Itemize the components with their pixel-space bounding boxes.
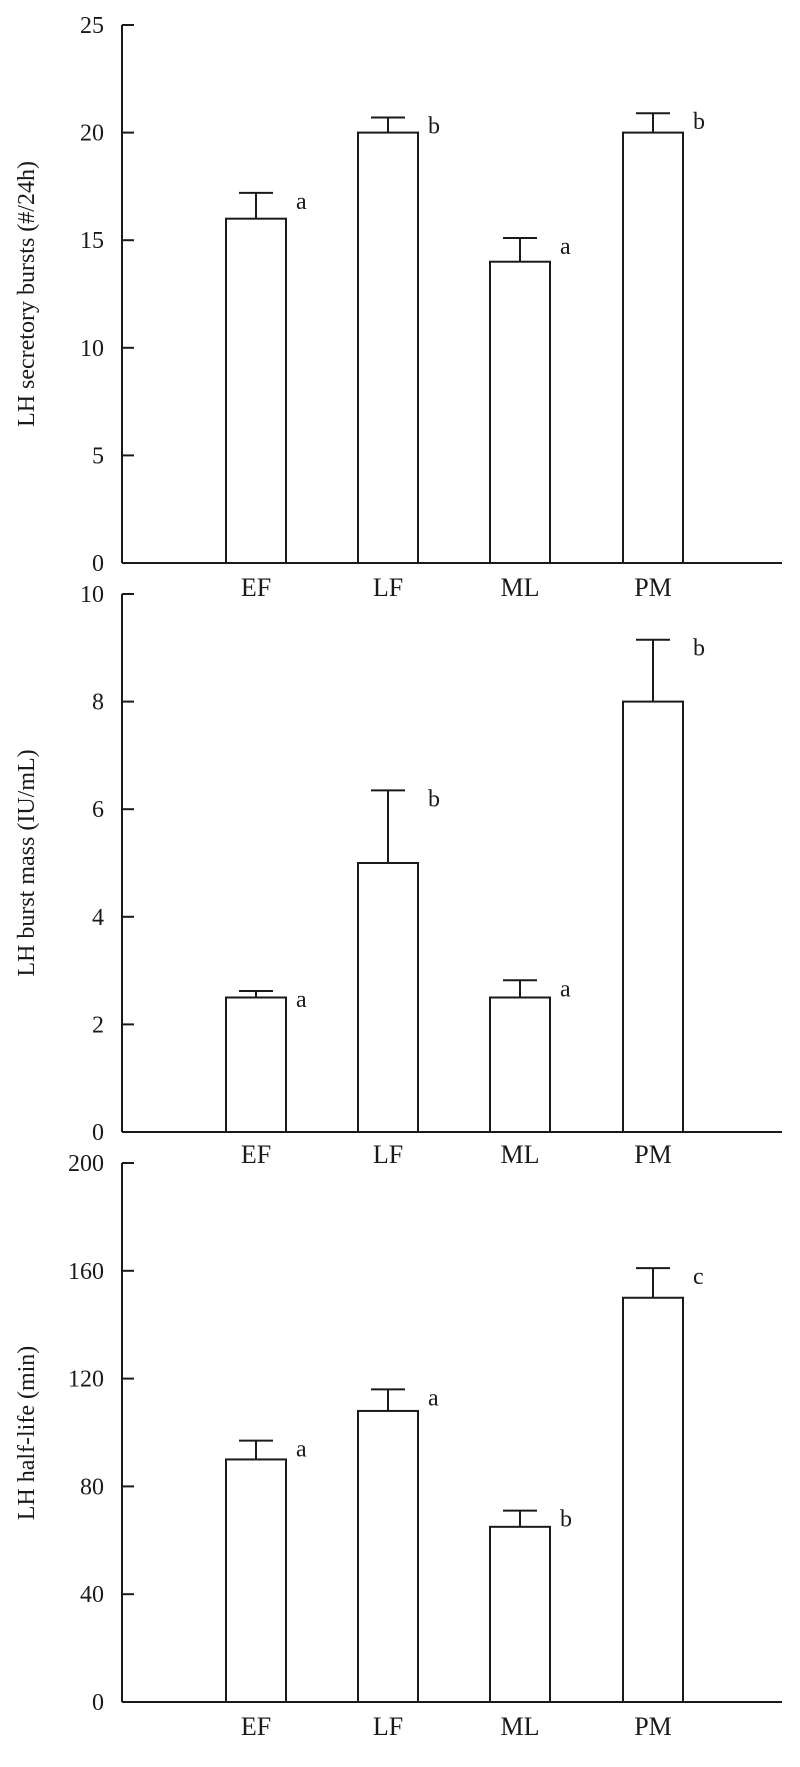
y-axis-title: LH half-life (min)	[14, 1346, 40, 1521]
bar-ml	[489, 1525, 551, 1703]
y-tick-label: 0	[92, 551, 104, 577]
category-label: ML	[501, 1140, 540, 1169]
bar-pm	[622, 1296, 684, 1703]
category-label: ML	[501, 573, 540, 602]
y-axis-title: LH secretory bursts (#/24h)	[14, 161, 40, 427]
y-tick-label: 5	[92, 443, 104, 469]
panel-lh-burst-mass: 0 2 4 6 8 10 LH burst mass (IU/mL) a EF b LF a ML b PM	[14, 582, 782, 1169]
category-label: PM	[634, 1712, 672, 1741]
bar-lf	[357, 862, 419, 1133]
significance-label: a	[296, 987, 307, 1013]
y-tick-label: 0	[92, 1690, 104, 1716]
y-tick-label: 4	[92, 905, 104, 931]
category-label: EF	[241, 1140, 271, 1169]
bar-ef	[225, 217, 287, 564]
significance-label: a	[428, 1385, 439, 1411]
y-tick-label: 40	[80, 1582, 104, 1608]
bar-lf	[357, 131, 419, 564]
bar-lf	[357, 1409, 419, 1703]
category-label: LF	[373, 573, 403, 602]
significance-label: a	[296, 1437, 307, 1463]
y-tick-label: 120	[68, 1367, 104, 1393]
category-label: PM	[634, 1140, 672, 1169]
significance-label: c	[693, 1264, 704, 1290]
bar-ef	[225, 1458, 287, 1703]
significance-label: a	[560, 976, 571, 1002]
y-tick-label: 8	[92, 690, 104, 716]
y-tick-label: 6	[92, 797, 104, 823]
y-tick-label: 2	[92, 1012, 104, 1038]
y-tick-label: 10	[80, 582, 104, 608]
category-label: LF	[373, 1712, 403, 1741]
y-axis-title: LH burst mass (IU/mL)	[14, 749, 40, 976]
bar-ml	[489, 996, 551, 1133]
significance-label: b	[693, 636, 705, 662]
category-label: LF	[373, 1140, 403, 1169]
y-tick-label: 20	[80, 121, 104, 147]
significance-label: a	[560, 234, 571, 260]
bar-ml	[489, 260, 551, 564]
significance-label: b	[560, 1507, 572, 1533]
y-tick-label: 25	[80, 13, 104, 39]
y-tick-label: 15	[80, 228, 104, 254]
significance-label: b	[428, 114, 440, 140]
bar-pm	[622, 131, 684, 564]
y-tick-label: 0	[92, 1120, 104, 1146]
category-label: EF	[241, 573, 271, 602]
category-label: ML	[501, 1712, 540, 1741]
y-tick-label: 160	[68, 1259, 104, 1285]
category-label: PM	[634, 573, 672, 602]
y-tick-label: 80	[80, 1474, 104, 1500]
panel-lh-secretory-bursts: 0 5 10 15 20 25 LH secretory bursts (#/24h) a EF…	[14, 13, 782, 602]
significance-label: b	[693, 109, 705, 135]
category-label: EF	[241, 1712, 271, 1741]
panel-lh-half-life: 0 40 80 120 160 200 LH half-life (min) a EF a LF b M…	[14, 1151, 782, 1741]
significance-label: b	[428, 786, 440, 812]
y-tick-label: 200	[68, 1151, 104, 1177]
bar-ef	[225, 996, 287, 1133]
significance-label: a	[296, 189, 307, 215]
bar-pm	[622, 700, 684, 1133]
y-tick-label: 10	[80, 336, 104, 362]
